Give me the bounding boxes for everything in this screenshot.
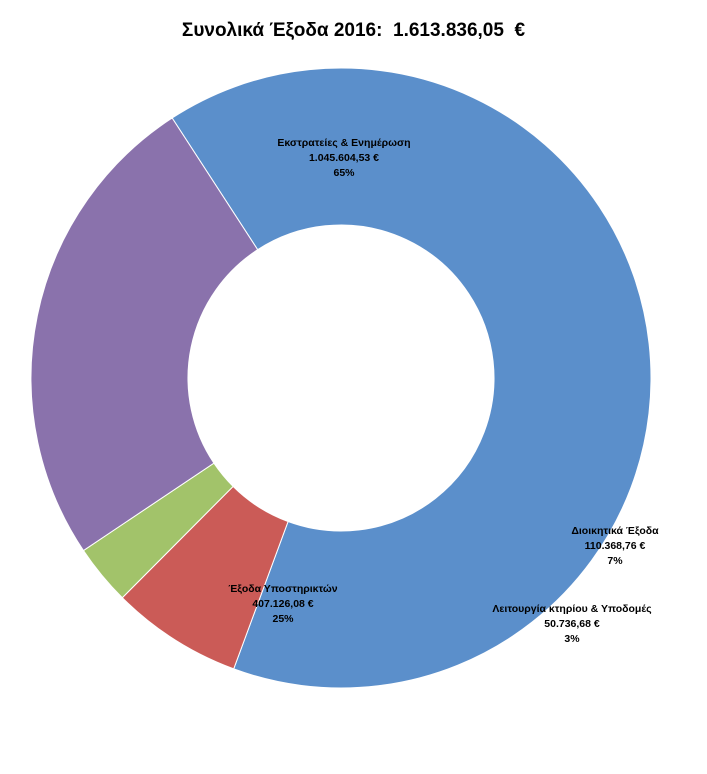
slice-4-name-label: Έξοδα Υποστηρικτών bbox=[228, 583, 337, 595]
slice-3-name-label: Λειτουργία κτηρίου & Υποδομές bbox=[492, 603, 652, 615]
donut-slice-4 bbox=[30, 117, 259, 552]
slice-2-percent-label: 7% bbox=[607, 555, 623, 567]
slice-1-value-label: 1.045.604,53 € bbox=[309, 152, 379, 164]
slice-2-name-label: Διοικητικά Έξοδα bbox=[571, 525, 659, 537]
slice-4-percent-label: 25% bbox=[272, 613, 294, 625]
slice-3-percent-label: 3% bbox=[564, 633, 580, 645]
donut-slice-1 bbox=[171, 67, 652, 689]
slice-4-value-label: 407.126,08 € bbox=[252, 598, 313, 610]
chart-title: Συνολικά Έξοδα 2016: 1.613.836,05 € bbox=[181, 20, 526, 41]
slice-1-name-label: Εκστρατείες & Ενημέρωση bbox=[277, 137, 410, 149]
slice-3-value-label: 50.736,68 € bbox=[544, 618, 600, 630]
slice-2-value-label: 110.368,76 € bbox=[585, 540, 646, 552]
slice-1-percent-label: 65% bbox=[333, 167, 355, 179]
